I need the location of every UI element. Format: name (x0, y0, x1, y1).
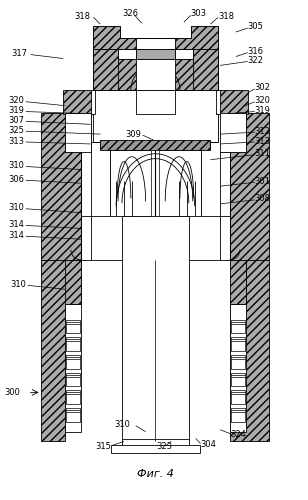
Polygon shape (175, 26, 218, 48)
Text: 323: 323 (156, 442, 172, 451)
Text: 326: 326 (122, 9, 138, 18)
Text: 313: 313 (255, 136, 270, 145)
Polygon shape (135, 58, 176, 90)
Polygon shape (176, 48, 218, 90)
Polygon shape (66, 390, 80, 404)
Polygon shape (100, 140, 210, 150)
Text: 308: 308 (255, 194, 270, 203)
Polygon shape (63, 90, 92, 114)
Polygon shape (100, 140, 106, 147)
Polygon shape (118, 38, 193, 90)
Polygon shape (216, 90, 220, 114)
Polygon shape (230, 260, 269, 442)
Polygon shape (92, 48, 135, 90)
Polygon shape (175, 26, 218, 48)
Polygon shape (92, 48, 135, 90)
Text: 320: 320 (255, 96, 270, 105)
Bar (122, 216, 189, 442)
Polygon shape (231, 390, 245, 404)
Text: 324: 324 (230, 430, 246, 439)
Polygon shape (66, 338, 80, 351)
Text: 310: 310 (114, 420, 130, 430)
Polygon shape (136, 48, 175, 58)
Text: 305: 305 (248, 22, 264, 30)
Text: 315: 315 (95, 442, 111, 451)
Text: 309: 309 (126, 130, 142, 138)
Text: 306: 306 (8, 175, 24, 184)
Text: Фиг. 4: Фиг. 4 (137, 469, 174, 479)
Polygon shape (231, 355, 245, 369)
Polygon shape (65, 112, 92, 152)
Polygon shape (231, 338, 245, 351)
Bar (111, 446, 200, 454)
Polygon shape (66, 355, 80, 369)
Polygon shape (65, 304, 81, 432)
Polygon shape (231, 320, 245, 334)
Polygon shape (91, 114, 110, 216)
Bar (122, 438, 189, 448)
Polygon shape (230, 260, 246, 304)
Polygon shape (42, 260, 81, 442)
Text: 301: 301 (255, 177, 270, 186)
Polygon shape (66, 408, 80, 422)
Bar (136, 38, 175, 90)
Polygon shape (231, 372, 245, 386)
Polygon shape (230, 304, 246, 432)
Text: 320: 320 (8, 96, 24, 105)
Polygon shape (231, 408, 245, 422)
Polygon shape (66, 320, 80, 334)
Text: 300: 300 (4, 388, 20, 397)
Polygon shape (218, 90, 248, 114)
Polygon shape (42, 112, 81, 260)
Polygon shape (66, 372, 80, 386)
Text: 312: 312 (255, 126, 270, 136)
Polygon shape (216, 112, 246, 260)
Polygon shape (201, 114, 220, 216)
Text: 319: 319 (255, 106, 270, 115)
Text: 318: 318 (75, 12, 91, 21)
Text: 311: 311 (255, 150, 270, 158)
Bar (152, 150, 159, 216)
Text: 304: 304 (201, 440, 217, 449)
Text: 325: 325 (8, 126, 24, 134)
Text: 314: 314 (8, 220, 24, 229)
Text: 322: 322 (248, 56, 264, 65)
Bar (136, 58, 175, 114)
Text: 313: 313 (8, 136, 24, 145)
Polygon shape (205, 140, 210, 147)
Text: 302: 302 (255, 84, 270, 92)
Polygon shape (230, 112, 269, 260)
Polygon shape (110, 150, 201, 216)
Text: 316: 316 (248, 47, 264, 56)
Polygon shape (120, 38, 136, 48)
Text: 303: 303 (191, 9, 207, 18)
Text: 310: 310 (8, 204, 24, 212)
Text: 319: 319 (8, 106, 24, 115)
Bar (136, 58, 175, 90)
Polygon shape (91, 90, 95, 114)
Polygon shape (176, 48, 218, 90)
Text: 318: 318 (218, 12, 234, 21)
Polygon shape (65, 112, 92, 260)
Polygon shape (92, 26, 136, 48)
Polygon shape (175, 38, 191, 48)
Text: 310: 310 (8, 161, 24, 170)
Text: 314: 314 (8, 231, 24, 240)
Text: 317: 317 (12, 49, 28, 58)
Polygon shape (65, 260, 81, 304)
Text: 307: 307 (8, 116, 24, 125)
Text: 310: 310 (10, 280, 26, 289)
Polygon shape (92, 26, 136, 48)
Polygon shape (118, 38, 193, 90)
Polygon shape (218, 112, 246, 152)
